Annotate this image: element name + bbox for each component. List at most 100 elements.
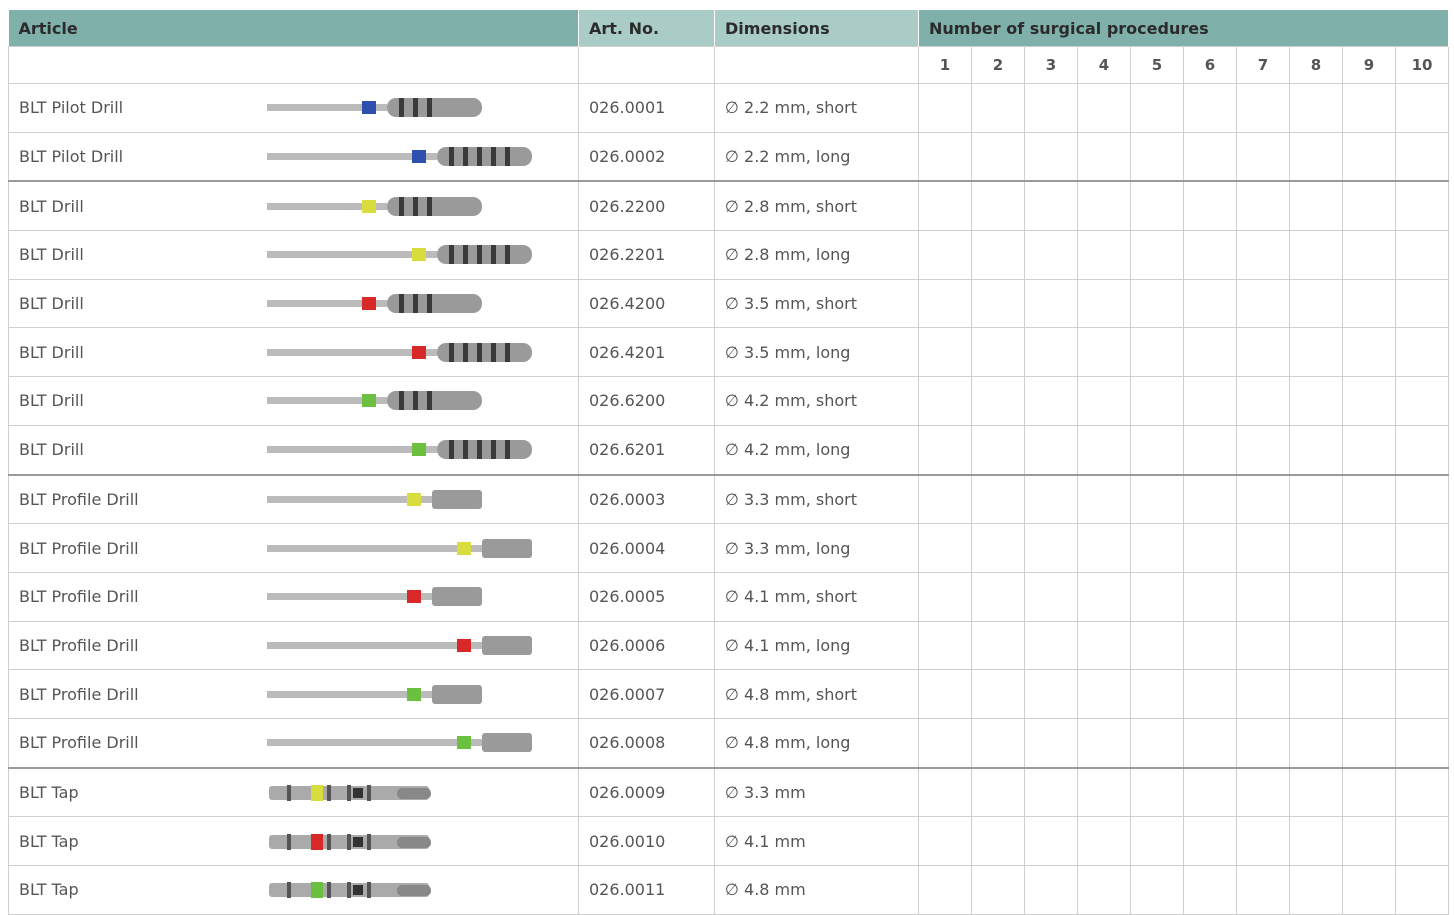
drill-part xyxy=(353,836,363,847)
procedure-cell xyxy=(1394,816,1450,866)
procedure-cell xyxy=(1342,523,1396,573)
procedure-cell xyxy=(1183,131,1237,182)
dimensions: ∅ 4.1 mm xyxy=(714,816,919,866)
drill-part xyxy=(449,147,454,167)
procedure-cell xyxy=(1394,620,1450,671)
procedure-cell xyxy=(918,717,972,769)
procedure-cell xyxy=(971,620,1025,671)
procedure-cell xyxy=(1183,327,1237,378)
procedure-cell xyxy=(918,83,972,133)
drill-part xyxy=(287,833,291,850)
procedure-cell xyxy=(918,376,972,426)
article-cell: BLT Tap xyxy=(8,816,579,866)
article-number: 026.0004 xyxy=(578,523,715,573)
article-name: BLT Profile Drill xyxy=(19,684,139,704)
article: BLT Drill xyxy=(19,195,568,218)
procedure-cell xyxy=(1342,230,1396,280)
drill-part xyxy=(367,784,371,801)
drill-part xyxy=(413,196,418,216)
article-name: BLT Pilot Drill xyxy=(19,147,124,167)
procedure-cell xyxy=(1342,278,1396,329)
article-cell: BLT Profile Drill xyxy=(8,473,579,525)
procedure-cell xyxy=(1289,571,1343,622)
procedure-cell xyxy=(1394,327,1450,378)
article-cell: BLT Drill xyxy=(8,180,579,232)
procedure-cell xyxy=(1024,523,1078,573)
drill-part xyxy=(463,245,468,265)
article-number: 026.0011 xyxy=(578,865,715,915)
table-row: BLT Pilot Drill 026.0002 ∅ 2.2 mm, long xyxy=(8,131,1450,182)
table-row: BLT Drill 026.2201 ∅ 2.8 mm, long xyxy=(8,230,1450,280)
article: BLT Profile Drill xyxy=(19,488,568,511)
procedure-cell xyxy=(1024,83,1078,133)
drill-part xyxy=(267,348,437,356)
drill-part xyxy=(457,736,471,750)
procedure-cell xyxy=(1077,230,1131,280)
procedure-cell xyxy=(1289,424,1343,476)
article: BLT Profile Drill xyxy=(19,634,568,657)
procedure-cell xyxy=(971,278,1025,329)
article: BLT Drill xyxy=(19,389,568,412)
procedure-cell xyxy=(1077,865,1131,915)
dimensions: ∅ 3.3 mm, long xyxy=(714,523,919,573)
procedure-cell xyxy=(1077,180,1131,232)
table-row: BLT Tap 026.0009 ∅ 3.3 mm xyxy=(8,766,1450,818)
empty-cell xyxy=(8,46,579,84)
procedure-cell xyxy=(971,865,1025,915)
header-row: Article Art. No. Dimensions Number of su… xyxy=(8,10,1450,47)
procedure-cell xyxy=(1236,865,1290,915)
procedure-cell xyxy=(1394,865,1450,915)
drill-part xyxy=(397,836,431,848)
article: BLT Drill xyxy=(19,292,568,315)
table-row: BLT Profile Drill 026.0008 ∅ 4.8 mm, long xyxy=(8,717,1450,769)
drill-part xyxy=(267,446,437,454)
article: BLT Pilot Drill xyxy=(19,145,568,168)
procedure-cell xyxy=(1289,180,1343,232)
dimensions: ∅ 3.5 mm, long xyxy=(714,327,919,378)
article-number: 026.2200 xyxy=(578,180,715,232)
number-row: 1 2 3 4 5 6 7 8 9 10 xyxy=(8,46,1450,84)
article-number: 026.0009 xyxy=(578,766,715,818)
procedure-cell xyxy=(1183,424,1237,476)
procedure-cell xyxy=(1236,816,1290,866)
drill-part xyxy=(311,882,323,899)
procedure-cell xyxy=(971,473,1025,525)
procedure-cell xyxy=(971,327,1025,378)
procedure-cell xyxy=(1236,766,1290,818)
procedure-cell xyxy=(1130,230,1184,280)
drill-part xyxy=(505,440,510,460)
drill-part xyxy=(413,391,418,411)
procedure-cell xyxy=(1394,424,1450,476)
article-cell: BLT Profile Drill xyxy=(8,717,579,769)
article-cell: BLT Profile Drill xyxy=(8,571,579,622)
drill-part xyxy=(267,300,387,308)
procedure-cell xyxy=(1394,669,1450,719)
procedure-cell xyxy=(918,865,972,915)
procedure-cell xyxy=(918,180,972,232)
article-cell: BLT Drill xyxy=(8,424,579,476)
procedure-cell xyxy=(1183,376,1237,426)
drill-image xyxy=(267,733,532,753)
table-row: BLT Tap 026.0010 ∅ 4.1 mm xyxy=(8,816,1450,866)
drill-part xyxy=(407,687,421,701)
article: BLT Drill xyxy=(19,341,568,364)
drill-part xyxy=(432,489,482,509)
procedure-cell xyxy=(1077,571,1131,622)
article-number: 026.0010 xyxy=(578,816,715,866)
article: BLT Drill xyxy=(19,243,568,266)
procedure-cell xyxy=(1024,620,1078,671)
drill-part xyxy=(449,245,454,265)
procedure-cell xyxy=(1024,571,1078,622)
drill-part xyxy=(397,885,431,897)
procedure-cell xyxy=(918,131,972,182)
drill-part xyxy=(287,784,291,801)
drill-part xyxy=(267,251,437,259)
procedure-cell xyxy=(1024,327,1078,378)
procedure-cell xyxy=(1183,669,1237,719)
table-row: BLT Drill 026.4201 ∅ 3.5 mm, long xyxy=(8,327,1450,378)
procedure-cell xyxy=(918,424,972,476)
drill-part xyxy=(387,294,482,314)
drill-image xyxy=(269,784,431,801)
drill-part xyxy=(311,784,323,801)
drill-part xyxy=(412,248,426,262)
